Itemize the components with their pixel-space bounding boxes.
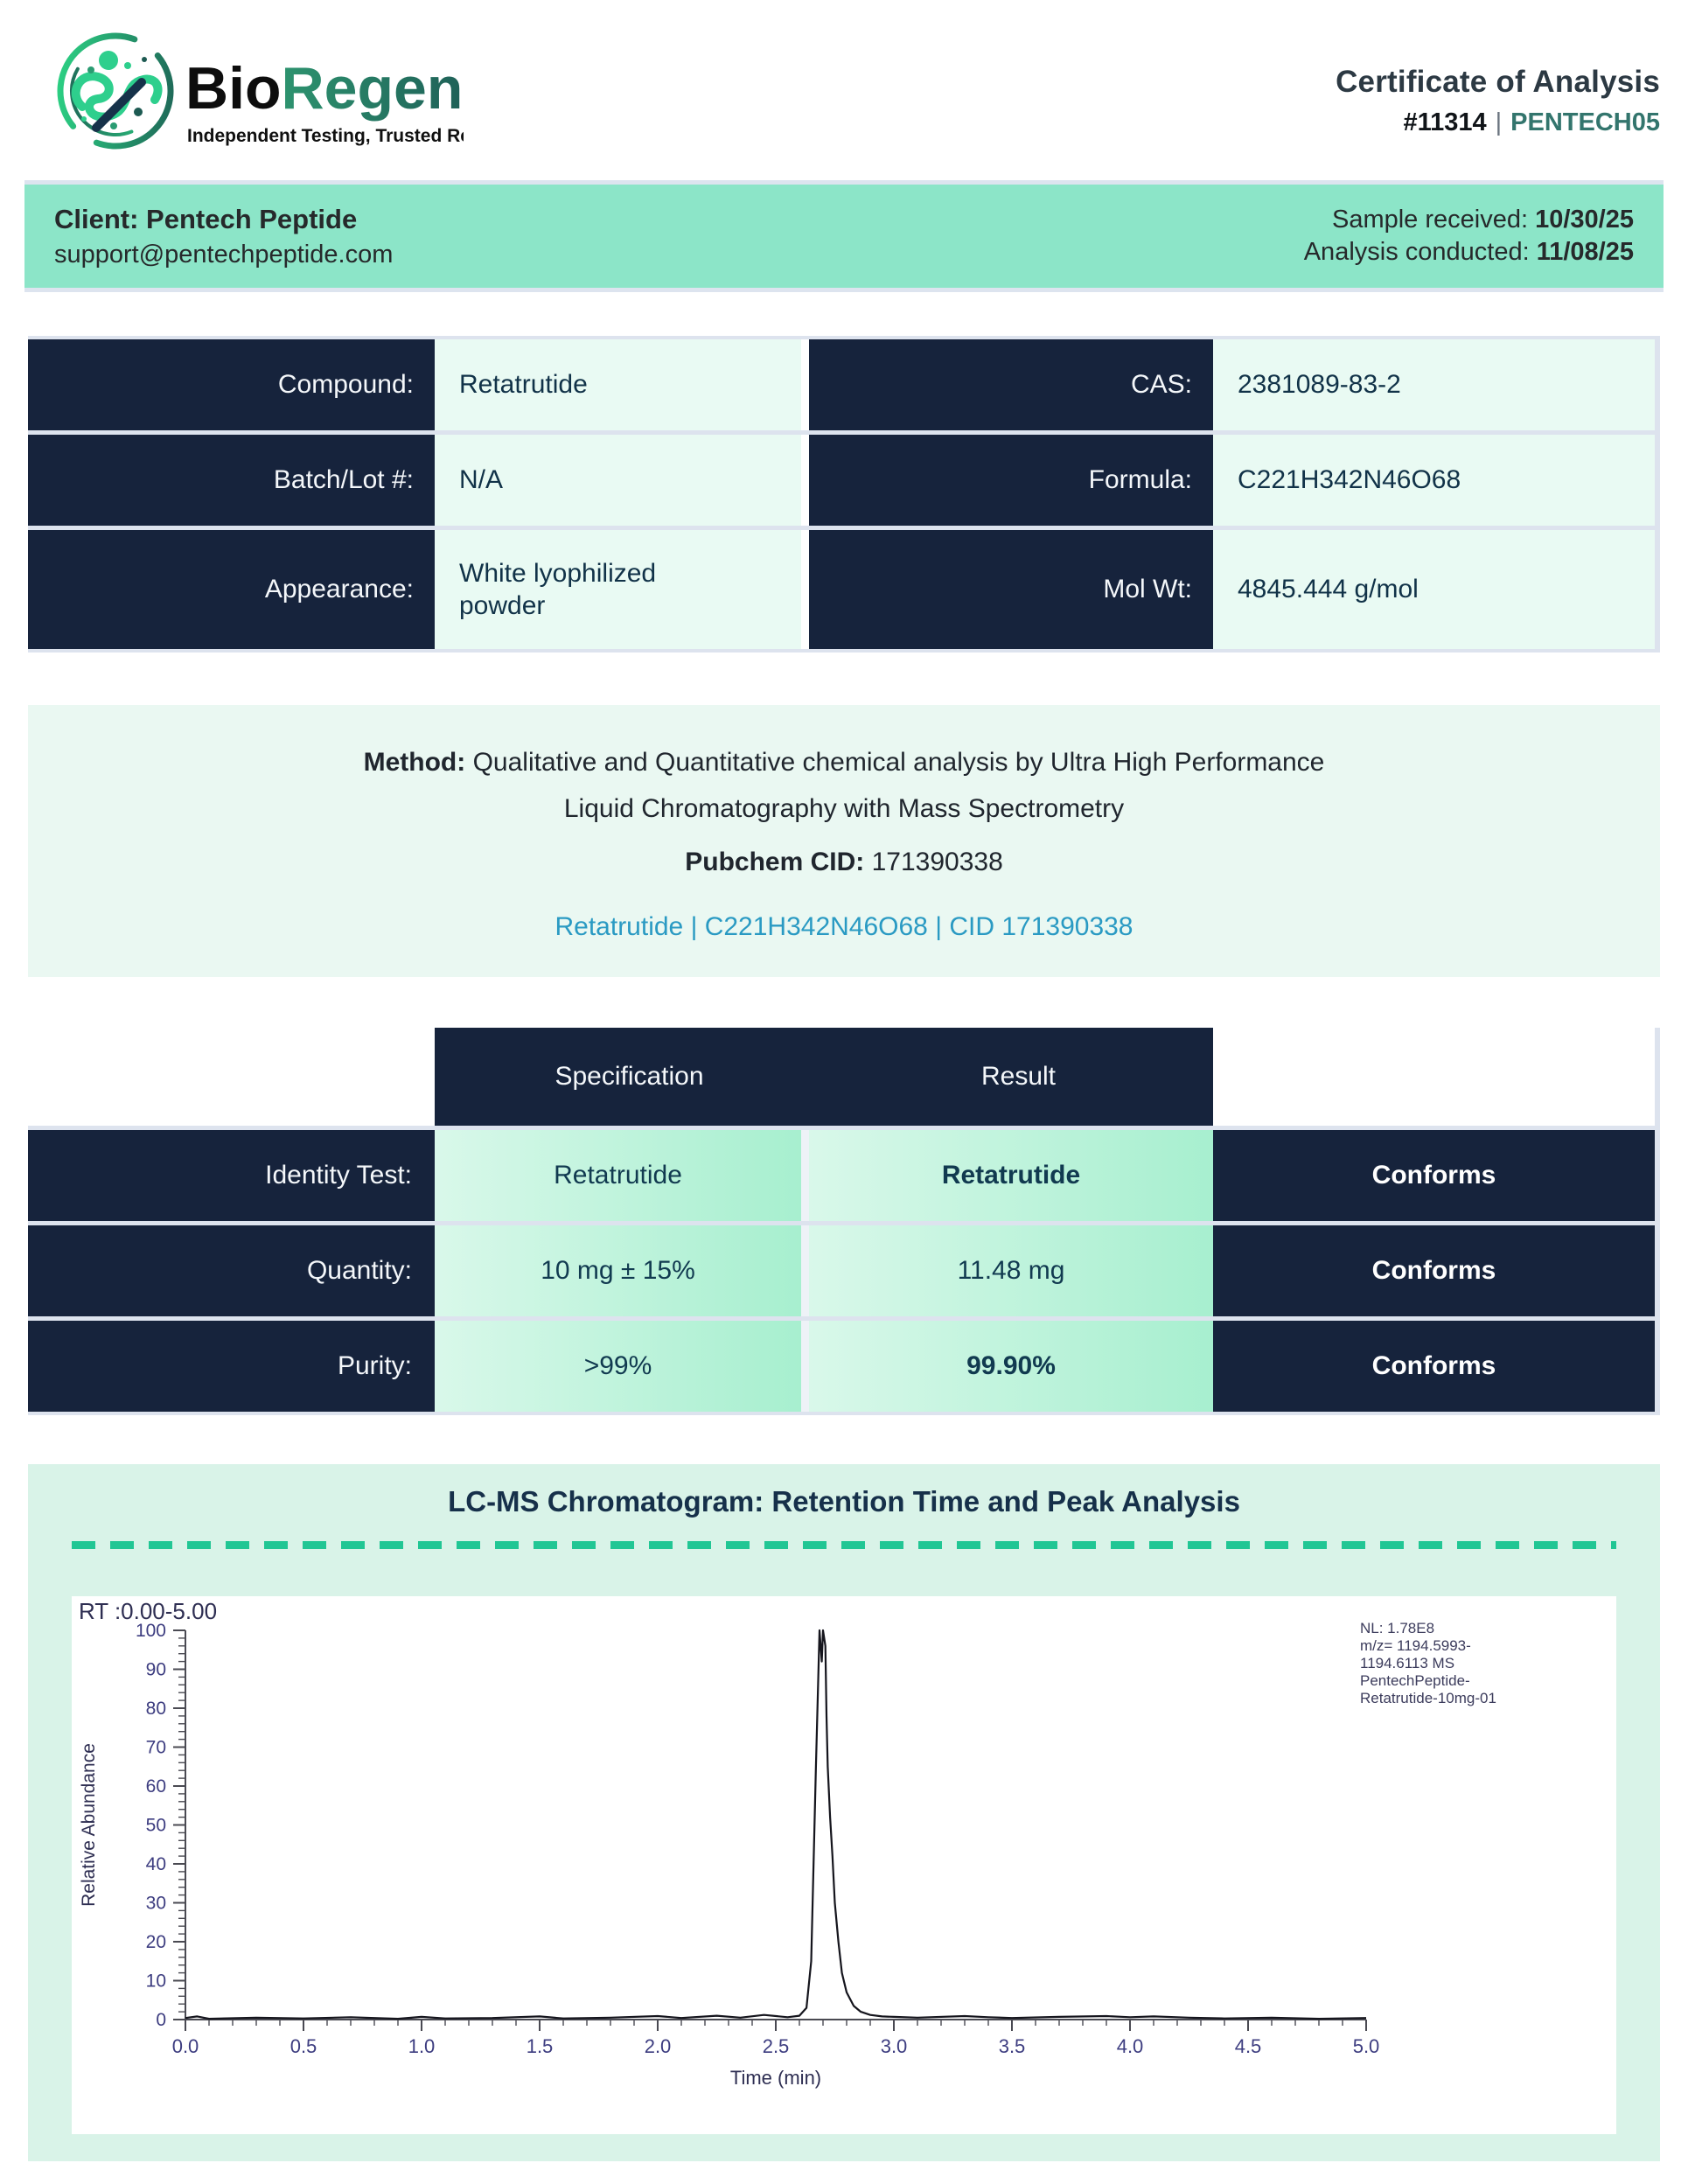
- svg-text:PentechPeptide-: PentechPeptide-: [1360, 1672, 1470, 1689]
- bioregen-logo: BioRegen Independent Testing, Trusted Re…: [57, 32, 464, 150]
- chromatogram-plot-area: RT :0.00-5.00 0 10 20 30 40 50 60 70 80 90 100 0.0 0.…: [72, 1596, 1616, 2134]
- svg-text:Time (min): Time (min): [730, 2067, 821, 2089]
- appearance-value: White lyophilized powder: [435, 530, 809, 649]
- quantity-result: 11.48 mg: [809, 1225, 1213, 1316]
- brand-wordmark: BioRegen: [185, 55, 463, 122]
- spec-header-result: Result: [980, 1062, 1057, 1091]
- svg-text:4.0: 4.0: [1117, 2035, 1144, 2057]
- quantity-spec: 10 mg ± 15%: [435, 1225, 809, 1316]
- compound-value: Retatrutide: [435, 339, 809, 430]
- spec-header-spacer-right: [1213, 1028, 1655, 1126]
- svg-text:3.0: 3.0: [881, 2035, 908, 2057]
- lcms-chromatogram: RT :0.00-5.00 0 10 20 30 40 50 60 70 80 90 100 0.0 0.…: [79, 1598, 1496, 2089]
- spec-header-specification: Specification: [555, 1062, 704, 1091]
- svg-text:0: 0: [156, 2010, 166, 2030]
- specification-table: Specification Result Identity Test: Reta…: [28, 1028, 1660, 1415]
- svg-text:Retatrutide-10mg-01: Retatrutide-10mg-01: [1360, 1690, 1496, 1706]
- coa-subtitle: #11314 | PENTECH05: [1336, 108, 1660, 137]
- brand-tagline: Independent Testing, Trusted Results: [187, 126, 464, 146]
- sample-received-date: 10/30/25: [1535, 206, 1634, 234]
- identity-status: Conforms: [1213, 1130, 1655, 1221]
- svg-text:NL: 1.78E8: NL: 1.78E8: [1360, 1620, 1434, 1636]
- cas-value: 2381089-83-2: [1213, 339, 1655, 430]
- cas-label: CAS:: [809, 339, 1213, 430]
- pubchem-line: Pubchem CID: 171390338: [685, 848, 1003, 877]
- dashed-divider: [72, 1541, 1616, 1549]
- svg-text:1.5: 1.5: [527, 2035, 554, 2057]
- svg-text:80: 80: [146, 1699, 166, 1719]
- chromatogram-title: LC-MS Chromatogram: Retention Time and P…: [448, 1485, 1240, 1518]
- molwt-label: Mol Wt:: [809, 530, 1213, 649]
- analysis-conducted-row: Analysis conducted: 11/08/25: [1304, 238, 1634, 267]
- report-number: #11314: [1403, 108, 1487, 136]
- purity-status: Conforms: [1213, 1321, 1655, 1412]
- identity-test-label: Identity Test:: [28, 1130, 435, 1221]
- formula-label: Formula:: [809, 435, 1213, 526]
- method-section: Method: Qualitative and Quantitative che…: [28, 705, 1660, 977]
- method-label: Method:: [363, 748, 473, 777]
- svg-text:RT :0.00-5.00: RT :0.00-5.00: [79, 1598, 217, 1624]
- svg-text:1194.6113 MS: 1194.6113 MS: [1360, 1655, 1454, 1671]
- svg-text:0.0: 0.0: [172, 2035, 199, 2057]
- svg-text:60: 60: [146, 1776, 166, 1797]
- spec-table-header: Specification Result: [435, 1028, 1213, 1126]
- sample-received-label: Sample received:: [1331, 206, 1536, 234]
- svg-text:3.5: 3.5: [999, 2035, 1026, 2057]
- svg-text:10: 10: [146, 1971, 166, 1992]
- identity-spec: Retatrutide: [435, 1130, 809, 1221]
- coa-header-block: Certificate of Analysis #11314 | PENTECH05: [1336, 65, 1660, 137]
- client-name: Client: Pentech Peptide: [54, 203, 358, 234]
- analysis-conducted-date: 11/08/25: [1536, 238, 1634, 266]
- svg-text:2.0: 2.0: [645, 2035, 672, 2057]
- svg-text:20: 20: [146, 1932, 166, 1952]
- quantity-status: Conforms: [1213, 1225, 1655, 1316]
- batch-label: Batch/Lot #:: [28, 435, 435, 526]
- svg-text:m/z= 1194.5993-: m/z= 1194.5993-: [1360, 1637, 1471, 1654]
- svg-text:4.5: 4.5: [1235, 2035, 1262, 2057]
- client-info-bar: Client: Pentech Peptide support@pentechp…: [24, 180, 1664, 292]
- batch-value: N/A: [435, 435, 809, 526]
- pubchem-label: Pubchem CID:: [685, 848, 872, 876]
- svg-text:100: 100: [136, 1621, 166, 1641]
- purity-result: 99.90%: [809, 1321, 1213, 1412]
- separator: |: [1495, 108, 1503, 136]
- purity-spec: >99%: [435, 1321, 809, 1412]
- appearance-label: Appearance:: [28, 530, 435, 649]
- sample-received-row: Sample received: 10/30/25: [1304, 206, 1634, 234]
- chromatogram-card: LC-MS Chromatogram: Retention Time and P…: [28, 1464, 1660, 2161]
- identity-result: Retatrutide: [809, 1130, 1213, 1221]
- purity-label: Purity:: [28, 1321, 435, 1412]
- sample-dates: Sample received: 10/30/25 Analysis condu…: [1304, 202, 1634, 270]
- logo-dark-stroke: [92, 78, 146, 132]
- logo-icon: [57, 32, 174, 150]
- svg-text:5.0: 5.0: [1353, 2035, 1380, 2057]
- svg-text:2.5: 2.5: [763, 2035, 790, 2057]
- quantity-label: Quantity:: [28, 1225, 435, 1316]
- coa-title: Certificate of Analysis: [1336, 65, 1660, 99]
- svg-text:70: 70: [146, 1738, 166, 1758]
- compound-label: Compound:: [28, 339, 435, 430]
- svg-text:Relative Abundance: Relative Abundance: [79, 1743, 99, 1907]
- pubchem-link[interactable]: Retatrutide | C221H342N46O68 | CID 17139…: [555, 912, 1133, 941]
- svg-text:40: 40: [146, 1854, 166, 1874]
- svg-text:0.5: 0.5: [290, 2035, 317, 2057]
- method-text: Method: Qualitative and Quantitative che…: [363, 748, 1325, 823]
- compound-info-table: Compound: Retatrutide CAS: 2381089-83-2 …: [28, 336, 1660, 652]
- spec-header-spacer-left: [28, 1028, 435, 1126]
- client-code: PENTECH05: [1510, 108, 1660, 136]
- client-identity: Client: Pentech Peptide support@pentechp…: [54, 204, 393, 269]
- formula-value: C221H342N46O68: [1213, 435, 1655, 526]
- svg-text:30: 30: [146, 1894, 166, 1914]
- pubchem-value: 171390338: [871, 848, 1003, 876]
- svg-text:1.0: 1.0: [408, 2035, 436, 2057]
- svg-text:50: 50: [146, 1816, 166, 1836]
- analysis-conducted-label: Analysis conducted:: [1303, 238, 1537, 266]
- molwt-value: 4845.444 g/mol: [1213, 530, 1655, 649]
- document-header: BioRegen Independent Testing, Trusted Re…: [0, 0, 1688, 180]
- client-email: support@pentechpeptide.com: [54, 240, 394, 269]
- svg-text:90: 90: [146, 1660, 166, 1680]
